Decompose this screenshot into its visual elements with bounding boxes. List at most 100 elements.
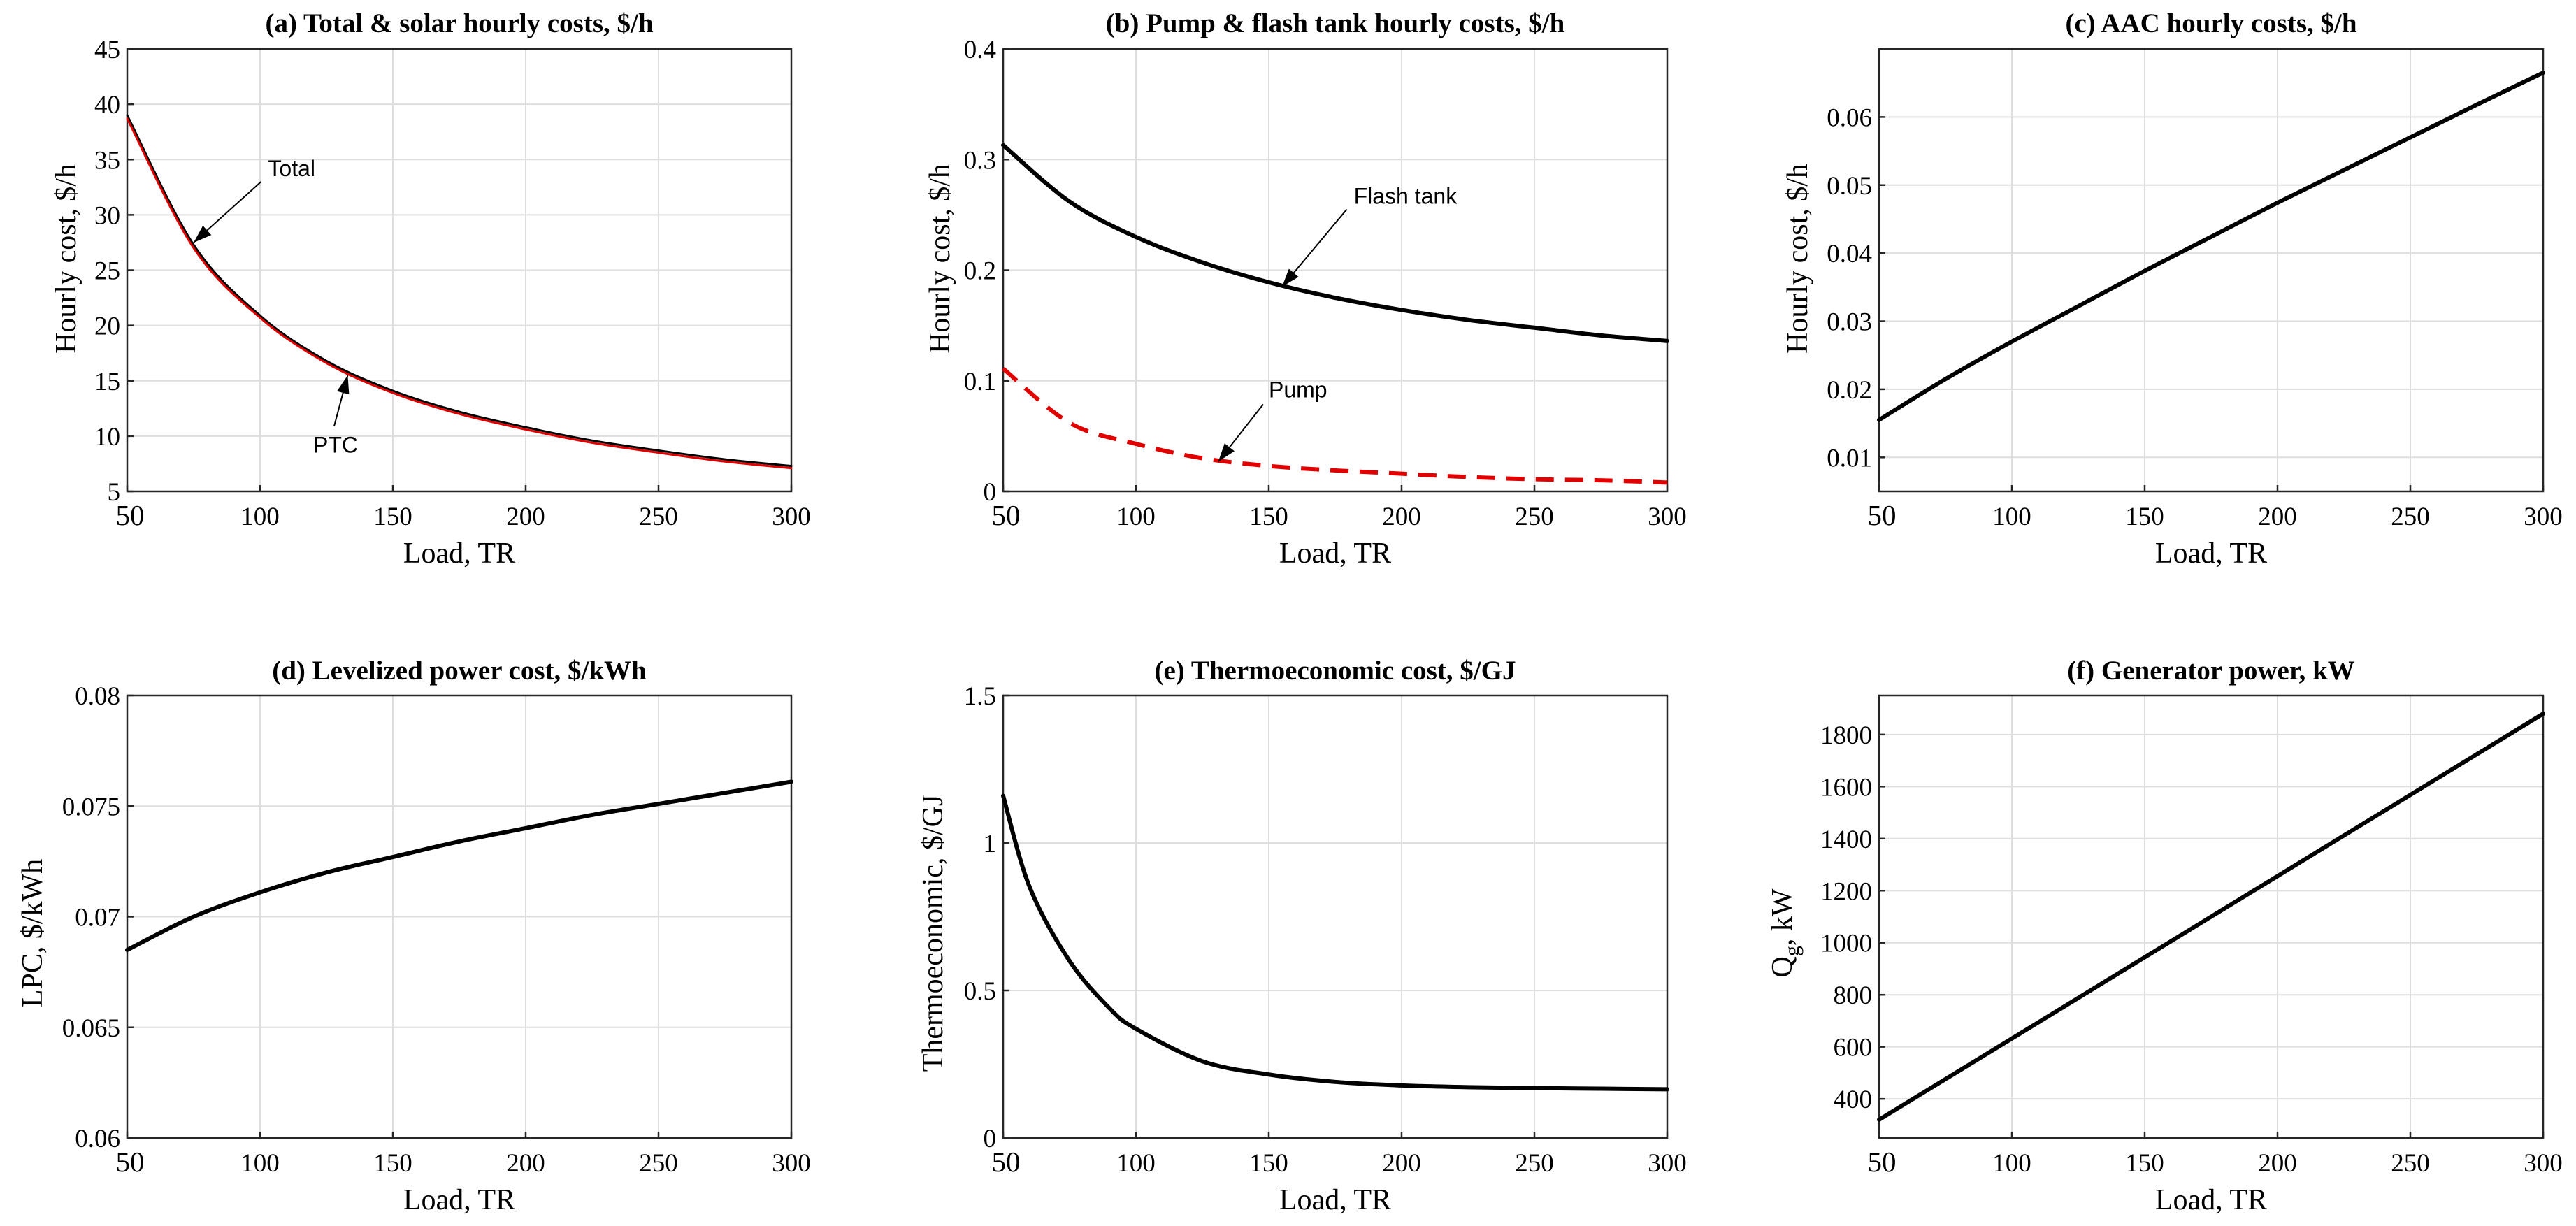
panel-e-xtick-label: 250 xyxy=(1515,1149,1554,1178)
panel-b-frame xyxy=(1002,48,1669,493)
panel-a-annotation-arrowhead xyxy=(337,375,350,395)
panel-f-ytick-label: 1400 xyxy=(1820,825,1872,854)
panel-c-xtick-label: 100 xyxy=(1992,503,2031,531)
panel-a-ytick-label: 5 xyxy=(108,478,121,507)
panel-e-ytick-label: 1 xyxy=(984,830,997,858)
panel-e-ytick-label: 1.5 xyxy=(964,682,996,711)
panel-b-ytick-label: 0.3 xyxy=(964,146,996,175)
panel-f-ylabel: Qg, kW xyxy=(1766,888,1804,977)
panel-a-ytick-label: 20 xyxy=(94,312,120,341)
panel-d-series-lpc xyxy=(125,779,793,952)
panel-c-ytick-label: 0.02 xyxy=(1827,376,1872,405)
panel-f: 50 100 150 200 250 300 400 600 800 1000 1200 1400 16… xyxy=(1766,656,2563,1216)
panel-b-xtick-label: 150 xyxy=(1249,503,1288,531)
panel-b-series-pump xyxy=(1002,367,1668,485)
panel-a-xtick-label: 100 xyxy=(240,503,280,531)
panel-c-ytick-label: 0.03 xyxy=(1827,308,1872,337)
panel-d-xtick-label: 300 xyxy=(772,1149,811,1178)
panel-a-xtick-label: 250 xyxy=(639,503,678,531)
panel-b-ytick-label: 0.4 xyxy=(964,36,996,64)
panel-c-ytick-label: 0.01 xyxy=(1827,444,1872,473)
panel-b-annotation-label: Pump xyxy=(1269,377,1327,402)
panel-a-title: (a) Total & solar hourly costs, $/h xyxy=(265,8,653,38)
panel-c-plot-area xyxy=(1879,49,2543,491)
panel-c: 50 100 150 200 250 300 0.01 0.02 0.03 0.04 0.05 0.0… xyxy=(1782,8,2563,570)
panel-b-xtick-label: 200 xyxy=(1382,503,1421,531)
panel-f-xtick-label: 250 xyxy=(2391,1149,2430,1178)
panel-d-xtick-label: 150 xyxy=(373,1149,412,1178)
panel-c-ytick-label: 0.05 xyxy=(1827,172,1872,201)
panel-f-xlabel: Load, TR xyxy=(2155,1184,2267,1216)
panel-c-xtick-label: 50 xyxy=(1868,499,1897,531)
panel-f-xtick-label: 300 xyxy=(2524,1149,2563,1178)
panel-b-ylabel: Hourly cost, $/h xyxy=(924,164,956,354)
panel-f-xtick-label: 50 xyxy=(1868,1146,1897,1178)
panel-b-xtick-label: 250 xyxy=(1515,503,1554,531)
panel-a-ytick-label: 15 xyxy=(94,368,120,396)
panel-f-ytick-label: 1200 xyxy=(1820,877,1872,906)
panel-d: 50 100 150 200 250 300 0.06 0.065 0.07 0.075 0.08 (… xyxy=(17,656,811,1216)
panel-f-series-generator-power xyxy=(1877,712,2545,1122)
panel-a-annotation-arrowhead xyxy=(194,225,212,243)
panel-b-ytick-label: 0 xyxy=(984,478,997,507)
panel-d-ytick-label: 0.06 xyxy=(75,1125,120,1153)
panel-b-xtick-label: 300 xyxy=(1648,503,1687,531)
panel-d-ytick-label: 0.08 xyxy=(75,682,120,711)
panel-b: 50 100 150 200 250 300 0 0.1 0.2 0.3 0.4 Flash tank… xyxy=(924,8,1687,570)
panel-d-xlabel: Load, TR xyxy=(403,1184,515,1216)
panel-c-xtick-label: 200 xyxy=(2258,503,2297,531)
panel-e: 50 100 150 200 250 300 0 0.5 1 1.5 (e) Thermoecono… xyxy=(917,656,1687,1216)
panel-c-xlabel: Load, TR xyxy=(2155,538,2267,570)
panel-e-series-thermoeconomic xyxy=(1001,793,1669,1092)
panel-d-xtick-label: 100 xyxy=(240,1149,280,1178)
panel-c-ytick-label: 0.04 xyxy=(1827,240,1872,268)
panel-c-frame xyxy=(1878,48,2545,493)
panel-b-annotation-arrowhead xyxy=(1218,443,1235,462)
panel-a-series-ptc xyxy=(126,117,793,470)
panel-f-ytick-label: 800 xyxy=(1834,981,1873,1010)
panel-f-frame xyxy=(1878,694,2545,1139)
panel-d-ylabel: LPC, $/kWh xyxy=(17,859,49,1007)
panel-f-xtick-label: 200 xyxy=(2258,1149,2297,1178)
panel-f-ylabel-subscript: g xyxy=(1780,946,1804,956)
panel-a-annotation-label: PTC xyxy=(313,433,358,458)
panel-d-frame xyxy=(126,694,793,1139)
panel-e-xtick-label: 100 xyxy=(1116,1149,1156,1178)
panel-a-xtick-label: 150 xyxy=(373,503,412,531)
panel-b-ytick-label: 0.2 xyxy=(964,257,996,286)
panel-c-xtick-label: 300 xyxy=(2524,503,2563,531)
panel-b-annotation-arrowhead xyxy=(1282,268,1299,287)
panel-a-ytick-label: 25 xyxy=(94,257,120,286)
panel-f-ytick-label: 1600 xyxy=(1820,773,1872,802)
panel-e-ylabel: Thermoeconomic, $/GJ xyxy=(917,795,949,1072)
panel-e-xlabel: Load, TR xyxy=(1279,1184,1391,1216)
panel-b-annotation-label: Flash tank xyxy=(1354,184,1458,209)
panel-b-ytick-label: 0.1 xyxy=(964,368,996,396)
panel-a-xtick-label: 200 xyxy=(506,503,545,531)
panel-d-ytick-label: 0.07 xyxy=(75,904,120,932)
panel-e-plot-area xyxy=(1003,695,1667,1138)
panel-d-xtick-label: 200 xyxy=(506,1149,545,1178)
panel-f-ytick-label: 400 xyxy=(1834,1086,1873,1114)
panel-a-annotation-label: Total xyxy=(268,156,315,181)
panel-c-ylabel: Hourly cost, $/h xyxy=(1782,164,1814,354)
panel-f-title: (f) Generator power, kW xyxy=(2067,656,2355,686)
panel-e-xtick-label: 200 xyxy=(1382,1149,1421,1178)
panel-b-xtick-label: 100 xyxy=(1116,503,1156,531)
panel-a-ylabel: Hourly cost, $/h xyxy=(50,164,82,354)
panel-a-ytick-label: 30 xyxy=(94,201,120,230)
panel-a: 50 100 150 200 250 300 5 10 15 20 25 30 35 40 45 Total P… xyxy=(50,8,811,570)
panel-d-xtick-label: 50 xyxy=(116,1146,145,1178)
panel-b-title: (b) Pump & flash tank hourly costs, $/h xyxy=(1106,8,1565,38)
panel-e-xtick-label: 300 xyxy=(1648,1149,1687,1178)
panel-c-series-aac xyxy=(1877,71,2545,422)
panel-a-xlabel: Load, TR xyxy=(403,538,515,570)
panel-b-xtick-label: 50 xyxy=(992,499,1021,531)
panel-e-title: (e) Thermoeconomic cost, $/GJ xyxy=(1155,656,1516,686)
panel-a-frame xyxy=(126,48,793,493)
panel-a-ytick-label: 45 xyxy=(94,36,120,64)
panel-f-ytick-label: 1800 xyxy=(1820,721,1872,750)
panel-a-series-total xyxy=(126,114,793,468)
panel-e-xtick-label: 50 xyxy=(992,1146,1021,1178)
